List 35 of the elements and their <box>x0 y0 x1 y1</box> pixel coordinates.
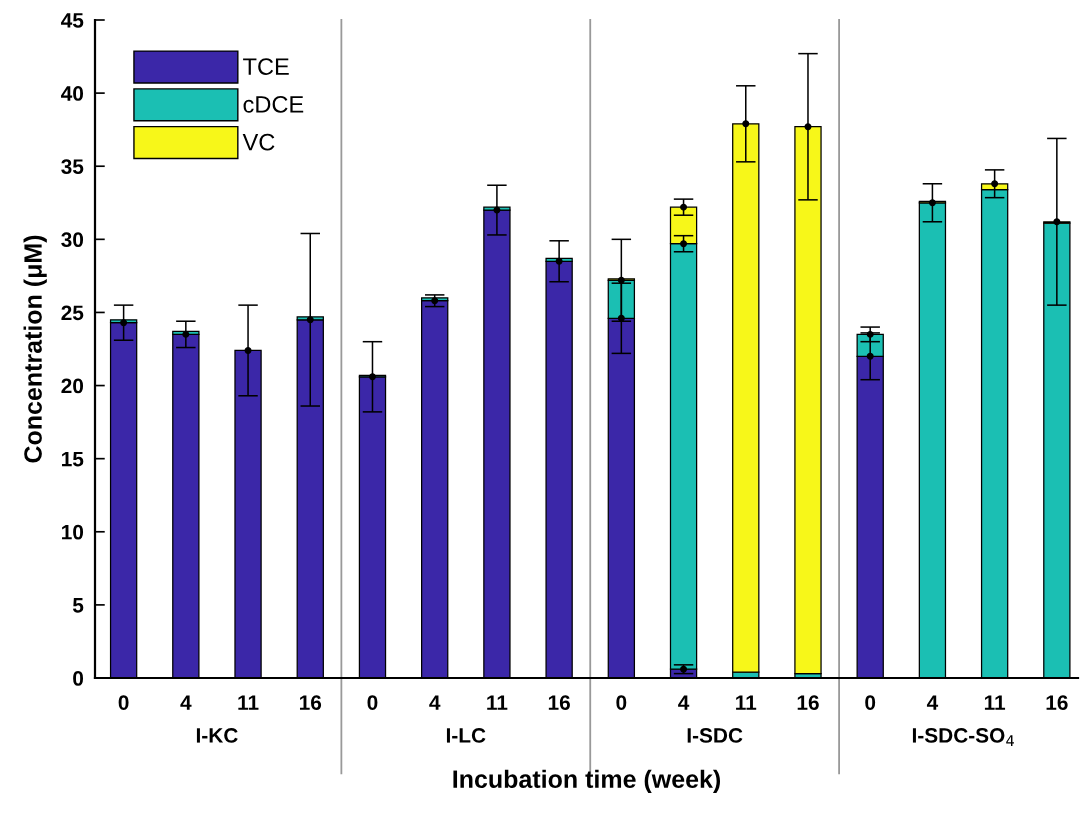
y-tick-label: 30 <box>61 232 84 248</box>
y-tick-label: 45 <box>61 13 84 28</box>
y-tick-label: 20 <box>61 378 84 394</box>
y-tick-label: 5 <box>72 598 84 613</box>
x-tick-label: 0 <box>616 695 627 710</box>
x-axis-title: Incubation time (week) <box>453 769 721 793</box>
x-tick-label: 4 <box>429 695 441 710</box>
x-tick-label: 0 <box>865 695 876 710</box>
x-tick-label: 0 <box>367 695 378 710</box>
x-tick-label: 11 <box>238 695 259 710</box>
text: I-SDC <box>687 728 743 743</box>
text: I-KC <box>196 728 238 743</box>
legend-label: VC <box>242 133 275 151</box>
x-tick-label: 16 <box>1046 695 1068 710</box>
y-tick-label: 40 <box>61 86 84 101</box>
x-tick-label: 16 <box>299 695 322 710</box>
x-tick-label: 11 <box>984 695 1006 710</box>
text: I-SDC-SO$_{4}$ <box>912 728 1014 746</box>
x-tick-label: 0 <box>118 695 129 710</box>
y-tick-label: 35 <box>61 159 84 175</box>
y-tick-label: 15 <box>62 451 84 467</box>
x-tick-label: 4 <box>678 695 690 710</box>
x-tick-label: 4 <box>180 695 192 710</box>
text: I-LC <box>446 728 486 743</box>
x-tick-label: 11 <box>736 695 757 710</box>
y-tick-label: 10 <box>62 524 84 540</box>
legend-label: TCE <box>243 58 289 75</box>
legend-label: cDCE <box>243 96 304 113</box>
x-tick-label: 16 <box>548 695 570 710</box>
x-tick-label: 4 <box>926 695 939 710</box>
y-tick-label: 0 <box>73 671 84 686</box>
y-axis-title: Concentration (μM) <box>23 235 47 463</box>
x-tick-label: 11 <box>487 695 508 710</box>
x-tick-label: 16 <box>797 695 819 710</box>
y-tick-label: 25 <box>61 305 84 321</box>
